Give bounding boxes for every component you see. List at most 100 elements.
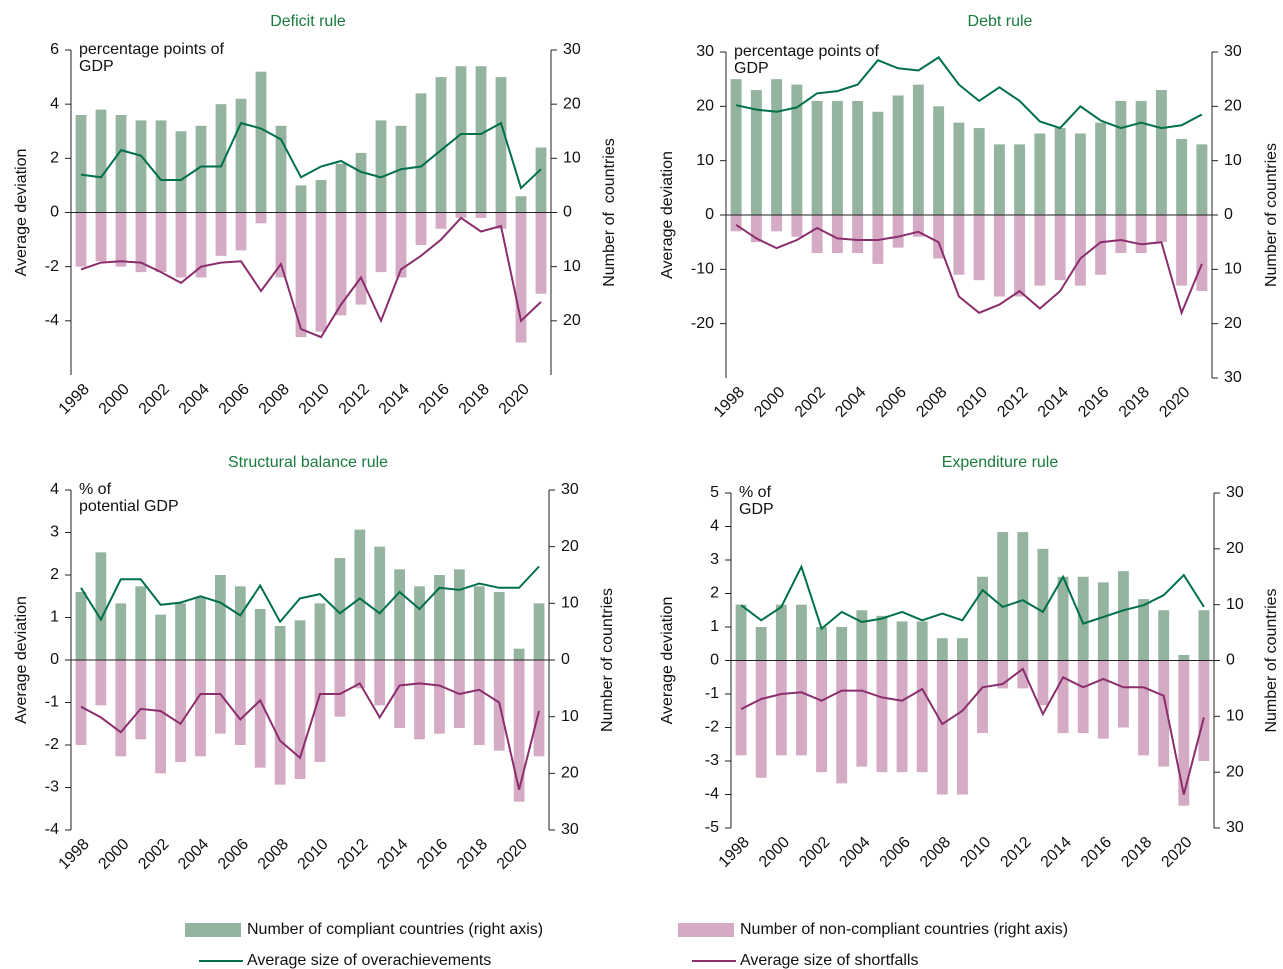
x-tick-label: 2010 [296, 381, 333, 418]
bar [1014, 144, 1026, 215]
bar [355, 152, 367, 213]
legend-swatch [678, 923, 734, 937]
bar [1178, 654, 1190, 661]
bar [515, 196, 527, 213]
bar [796, 660, 807, 756]
bar [435, 77, 447, 213]
bar [1057, 660, 1069, 734]
x-tick-label: 1998 [711, 384, 748, 421]
bar [771, 79, 783, 216]
x-tick-label: 2000 [756, 834, 793, 871]
y2-tick-label: 20 [561, 765, 579, 782]
bar [135, 120, 147, 213]
bar [375, 120, 387, 213]
y-tick-label: 3 [710, 551, 719, 568]
bar [95, 212, 107, 262]
y2-tick-label: 0 [561, 651, 570, 668]
x-tick-label: 2004 [176, 381, 213, 418]
y-tick-label: 3 [50, 524, 59, 541]
y-tick-label: 1 [710, 618, 719, 635]
y2-axis-label: Number of countries [1263, 143, 1280, 287]
bar [234, 586, 246, 660]
bar [135, 586, 147, 660]
bar [455, 212, 467, 218]
y2-tick-label: 10 [563, 150, 581, 167]
bar [214, 575, 226, 660]
bar [155, 614, 167, 660]
bar [896, 660, 908, 773]
bar [115, 660, 127, 757]
bar [75, 212, 87, 267]
y2-tick-label: 10 [1224, 261, 1242, 278]
bar [295, 185, 307, 213]
x-tick-label: 1998 [716, 834, 753, 871]
bar [535, 212, 547, 294]
bar [1135, 100, 1147, 215]
bar [953, 215, 965, 275]
y2-tick-label: 30 [1224, 369, 1242, 386]
bar [115, 115, 127, 213]
bar [155, 212, 167, 273]
y-tick-label: -4 [45, 821, 59, 838]
y-tick-label: 1 [50, 609, 59, 626]
y-tick-label: 2 [50, 150, 59, 167]
bar [1176, 138, 1188, 215]
y-tick-label: 2 [50, 566, 59, 583]
bar [374, 546, 386, 660]
bar [771, 215, 783, 232]
bar [1077, 576, 1089, 661]
bar [811, 100, 823, 215]
y2-tick-label: 20 [561, 538, 579, 555]
legend-label: Average size of shortfalls [740, 952, 918, 969]
y2-tick-label: 30 [1226, 819, 1244, 836]
y2-tick-label: 10 [561, 595, 579, 612]
bar [1198, 610, 1210, 661]
x-tick-label: 2010 [295, 836, 332, 873]
panel-title: Deficit rule [270, 13, 346, 30]
bar [836, 627, 848, 661]
x-tick-label: 2018 [456, 381, 493, 418]
y2-tick-label: 20 [1224, 315, 1242, 332]
y-tick-label: -4 [45, 312, 59, 329]
bar [95, 552, 107, 660]
y2-tick-label: 30 [1224, 43, 1242, 60]
x-tick-label: 1998 [56, 381, 93, 418]
x-tick-label: 2018 [1118, 834, 1155, 871]
y-tick-label: -3 [705, 752, 719, 769]
x-tick-label: 2002 [796, 834, 833, 871]
bar [936, 638, 948, 661]
bar [394, 569, 406, 660]
panel-title: Structural balance rule [228, 454, 388, 471]
x-tick-label: 2010 [954, 384, 991, 421]
bar [533, 603, 545, 660]
y-tick-label: 0 [50, 651, 59, 668]
bar [475, 66, 487, 213]
bar [475, 212, 487, 218]
bar [856, 610, 868, 661]
bar [513, 648, 525, 660]
bar [916, 660, 928, 773]
bar [831, 100, 843, 215]
unit-label: GDP [734, 60, 769, 77]
y-tick-label: 0 [705, 206, 714, 223]
x-tick-label: 2020 [494, 836, 531, 873]
bar [1196, 144, 1208, 215]
bar [175, 603, 186, 660]
x-tick-label: 2016 [1075, 384, 1112, 421]
bar [75, 115, 87, 213]
x-tick-label: 2000 [95, 836, 132, 873]
bar [95, 109, 107, 213]
bar [977, 660, 988, 734]
bar [254, 660, 266, 768]
bar [533, 660, 545, 757]
x-tick-label: 2002 [135, 836, 172, 873]
bar [1014, 215, 1026, 297]
bar [936, 660, 948, 795]
unit-label: percentage points of [79, 41, 225, 58]
legend-label: Number of compliant countries (right axi… [247, 921, 543, 938]
y2-tick-label: 0 [563, 204, 572, 221]
x-tick-label: 2012 [994, 384, 1031, 421]
bar [115, 603, 127, 660]
